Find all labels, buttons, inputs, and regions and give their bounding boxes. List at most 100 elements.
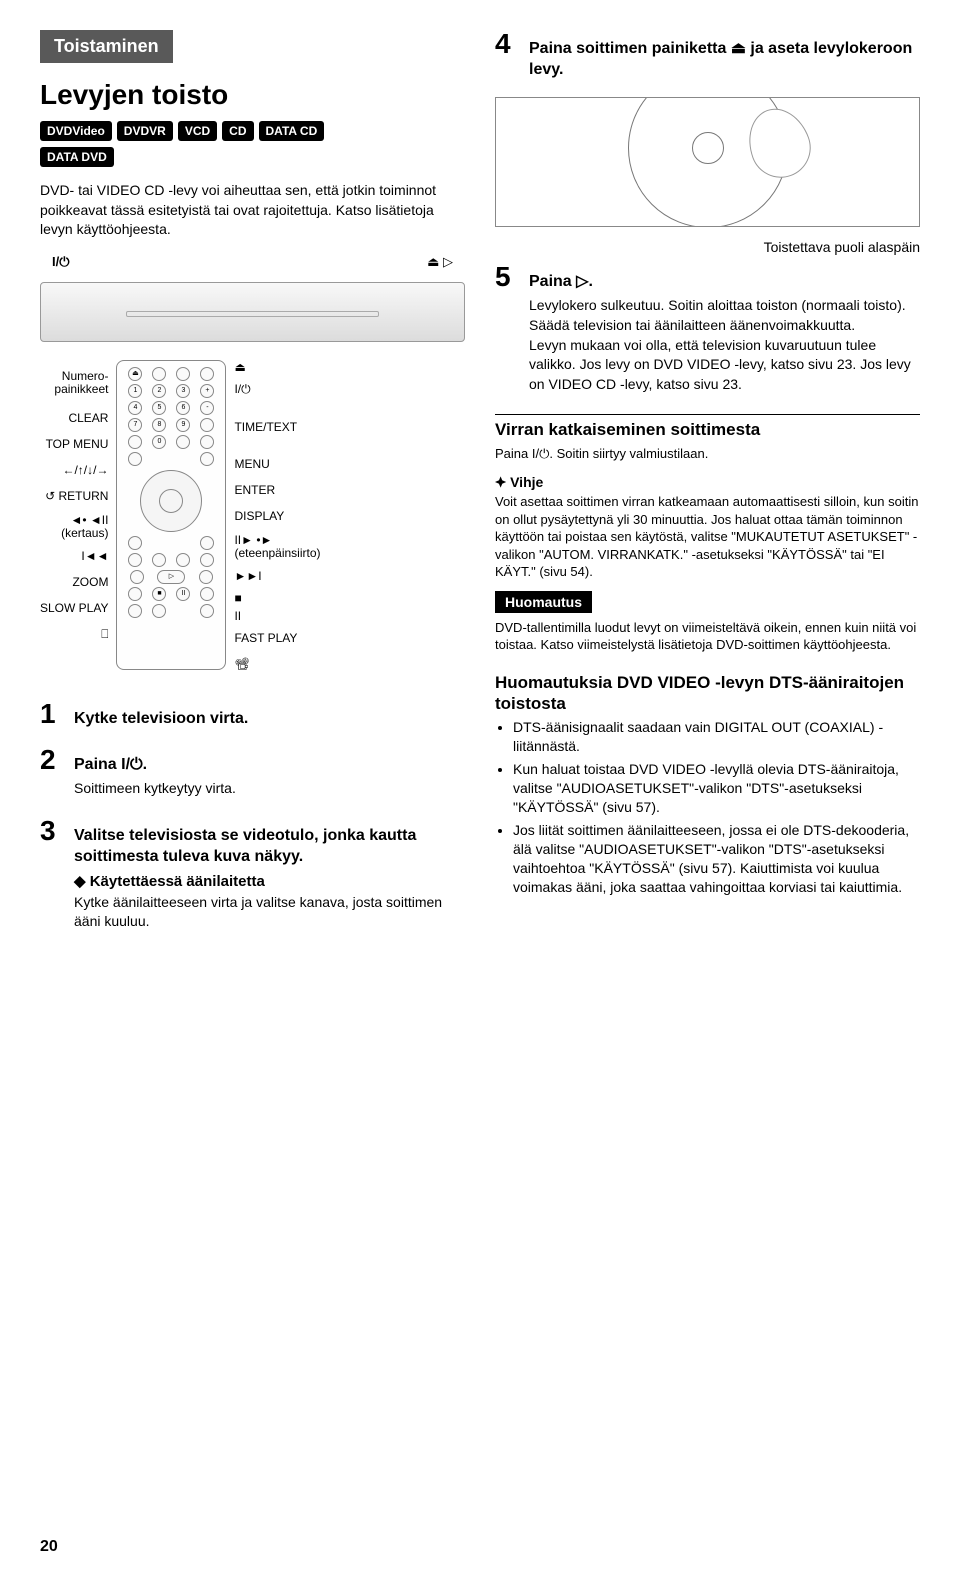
- label-prev: I◄◄: [81, 544, 108, 570]
- device-power-eject-labels: I/⏻ ⏏ ▷: [40, 254, 465, 270]
- remote-btn: 1: [128, 384, 142, 398]
- page-number: 20: [40, 1538, 58, 1556]
- remote-figure: ⏏ 123+ 456- 789 0 ▷ ■II: [116, 360, 226, 670]
- label-pause: II: [234, 608, 241, 626]
- player-figure: [40, 282, 465, 342]
- section-bar: Toistaminen: [40, 30, 173, 63]
- step-text: Soittimeen kytkeytyy virta.: [74, 779, 465, 799]
- remote-btn: 2: [152, 384, 166, 398]
- format-badges-row2: DATA DVD: [40, 147, 465, 167]
- label-topmenu: TOP MENU: [46, 432, 109, 458]
- label-fastplay: FAST PLAY: [234, 626, 297, 652]
- remote-btn: [200, 367, 214, 381]
- note-label: Huomautus: [495, 591, 592, 613]
- label-timetext: TIME/TEXT: [234, 404, 297, 452]
- badge-cd: CD: [222, 121, 253, 141]
- label-power: I/⏻: [234, 376, 250, 404]
- label-replay: ◄• ◄II (kertaus): [61, 510, 108, 544]
- label-number-keys: Numero- painikkeet: [54, 360, 108, 406]
- remote-btn: [200, 452, 214, 466]
- step-subtext: Kytke äänilaitteeseen virta ja valitse k…: [74, 893, 465, 932]
- step-text: Levylokero sulkeutuu. Soitin aloittaa to…: [529, 296, 920, 394]
- label-arrows: ←/↑/↓/→: [62, 458, 108, 484]
- badge-dvdvideo: DVDVideo: [40, 121, 112, 141]
- remote-btn: 9: [176, 418, 190, 432]
- remote-btn: [128, 553, 142, 567]
- label-menu: MENU: [234, 452, 269, 478]
- remote-btn: [200, 418, 214, 432]
- poweroff-heading: Virran katkaiseminen soittimesta: [495, 414, 920, 440]
- label-subtitle-icon: ⎕: [101, 622, 108, 648]
- badge-datadvd: DATA DVD: [40, 147, 114, 167]
- tip-text: Voit asettaa soittimen virran katkeamaan…: [495, 493, 920, 581]
- step-heading: Valitse televisiosta se videotulo, jonka…: [74, 826, 465, 868]
- remote-btn: ⏏: [128, 367, 142, 381]
- remote-btn: 8: [152, 418, 166, 432]
- remote-btn: [200, 587, 214, 601]
- label-angle-icon: 📽: [234, 652, 249, 678]
- remote-btn: [152, 604, 166, 618]
- badge-vcd: VCD: [178, 121, 217, 141]
- remote-btn: [199, 570, 213, 584]
- dts-heading: Huomautuksia DVD VIDEO -levyn DTS-äänira…: [495, 668, 920, 715]
- remote-btn: [128, 604, 142, 618]
- label-stop: ■: [234, 590, 241, 608]
- remote-btn: [128, 587, 142, 601]
- remote-btn: [128, 536, 142, 550]
- remote-btn: 7: [128, 418, 142, 432]
- step-heading: Kytke televisioon virta.: [74, 709, 465, 730]
- tray-figure: [495, 97, 920, 227]
- remote-btn: -: [200, 401, 214, 415]
- label-slowplay: SLOW PLAY: [40, 596, 108, 622]
- remote-btn: 6: [176, 401, 190, 415]
- step-num: 2: [40, 746, 64, 774]
- remote-btn: [176, 553, 190, 567]
- remote-btn: [200, 435, 214, 449]
- remote-btn: [152, 553, 166, 567]
- note-text: DVD-tallentimilla luodut levyt on viimei…: [495, 619, 920, 654]
- remote-btn: [200, 604, 214, 618]
- remote-btn: [152, 367, 166, 381]
- label-advance: II► •► (eteenpäinsiirto): [234, 530, 320, 564]
- remote-btn: [200, 553, 214, 567]
- eject-play-icon: ⏏ ▷: [427, 254, 453, 270]
- label-enter: ENTER: [234, 478, 275, 504]
- badge-datacd: DATA CD: [259, 121, 325, 141]
- label-display: DISPLAY: [234, 504, 284, 530]
- main-heading: Levyjen toisto: [40, 79, 465, 111]
- badge-dvdvr: DVDVR: [117, 121, 173, 141]
- step-2: 2 Paina I/⏻. Soittimeen kytkeytyy virta.: [40, 746, 465, 805]
- step-heading: Paina I/⏻.: [74, 755, 465, 776]
- remote-btn: II: [176, 587, 190, 601]
- remote-btn: [128, 452, 142, 466]
- remote-btn: 0: [152, 435, 166, 449]
- left-column: Toistaminen Levyjen toisto DVDVideo DVDV…: [40, 30, 465, 950]
- tip-heading: Vihje: [495, 472, 920, 493]
- remote-btn: +: [200, 384, 214, 398]
- dts-list: DTS-äänisignaalit saadaan vain DIGITAL O…: [495, 718, 920, 896]
- label-return: ↺ RETURN: [45, 484, 108, 510]
- dts-item: DTS-äänisignaalit saadaan vain DIGITAL O…: [513, 718, 920, 756]
- dts-item: Kun haluat toistaa DVD VIDEO -levyllä ol…: [513, 760, 920, 817]
- dts-item: Jos liität soittimen äänilaitteeseen, jo…: [513, 821, 920, 897]
- right-column: 4 Paina soittimen painiketta ⏏ ja aseta …: [495, 30, 920, 950]
- dpad: [140, 470, 202, 532]
- remote-btn: [176, 435, 190, 449]
- remote-btn: [176, 367, 190, 381]
- remote-diagram: Numero- painikkeet CLEAR TOP MENU ←/↑/↓/…: [40, 360, 465, 678]
- remote-btn: [130, 570, 144, 584]
- poweroff-text: Paina I/⏻. Soitin siirtyy valmiustilaan.: [495, 445, 920, 463]
- remote-btn: 4: [128, 401, 142, 415]
- label-next: ►►I: [234, 564, 261, 590]
- remote-labels-left: Numero- painikkeet CLEAR TOP MENU ←/↑/↓/…: [40, 360, 108, 678]
- format-badges: DVDVideo DVDVR VCD CD DATA CD: [40, 121, 465, 141]
- label-eject-icon: ⏏: [234, 360, 245, 376]
- step-heading: Paina soittimen painiketta ⏏ ja aseta le…: [529, 39, 920, 81]
- step-1: 1 Kytke televisioon virta.: [40, 700, 465, 734]
- label-clear: CLEAR: [68, 406, 108, 432]
- step-5: 5 Paina ▷. Levylokero sulkeutuu. Soitin …: [495, 263, 920, 401]
- remote-labels-right: ⏏ I/⏻ TIME/TEXT MENU ENTER DISPLAY II► •…: [234, 360, 320, 678]
- step-3: 3 Valitse televisiosta se videotulo, jon…: [40, 817, 465, 938]
- remote-btn: ▷: [157, 570, 185, 584]
- step-num: 4: [495, 30, 519, 58]
